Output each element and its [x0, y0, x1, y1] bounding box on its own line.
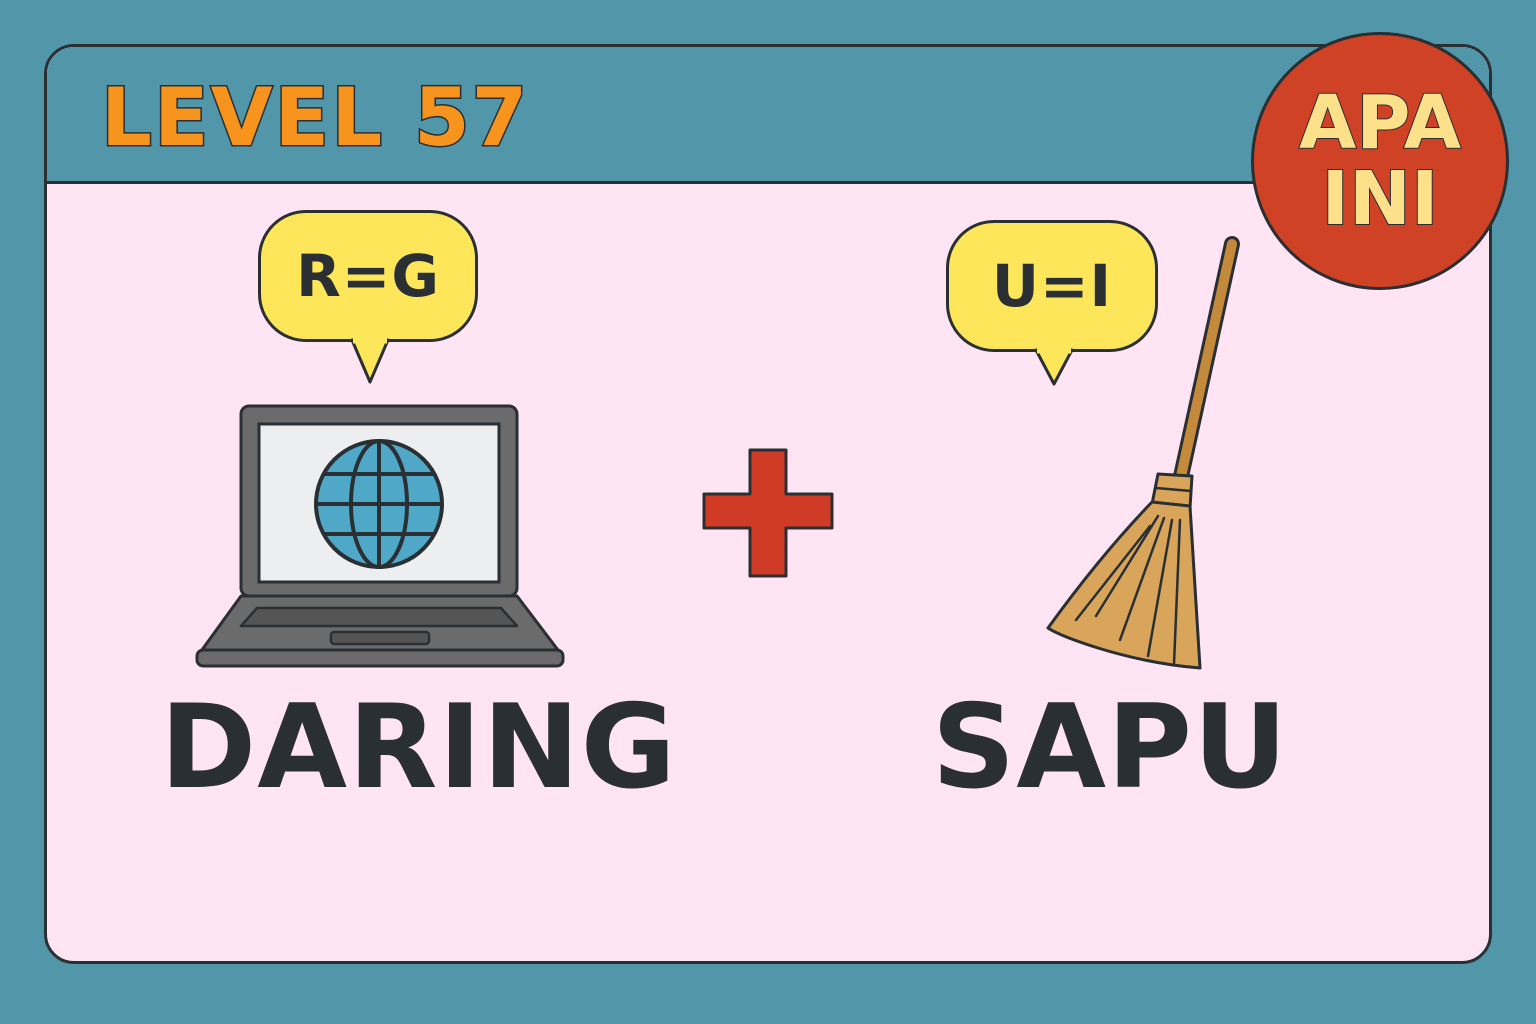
hint-bubble-right: U=I — [946, 220, 1158, 352]
bubble-tail-left — [350, 338, 390, 384]
globe-icon — [314, 439, 444, 569]
word-right: SAPU — [931, 680, 1289, 815]
bubble-tail-right — [1034, 348, 1074, 386]
card-header: LEVEL 57 — [47, 47, 1489, 184]
word-left: DARING — [160, 680, 677, 815]
hint-text-left: R=G — [296, 242, 440, 310]
broom-icon — [1046, 236, 1240, 670]
question-badge: APA INI — [1251, 32, 1509, 290]
hint-text-right: U=I — [991, 252, 1113, 320]
hint-bubble-left: R=G — [258, 210, 478, 342]
badge-line-2: INI — [1321, 156, 1440, 242]
laptop-globe-icon — [195, 404, 565, 668]
level-title: LEVEL 57 — [99, 71, 530, 164]
plus-icon — [702, 448, 834, 578]
badge-line-1: APA — [1298, 80, 1462, 166]
